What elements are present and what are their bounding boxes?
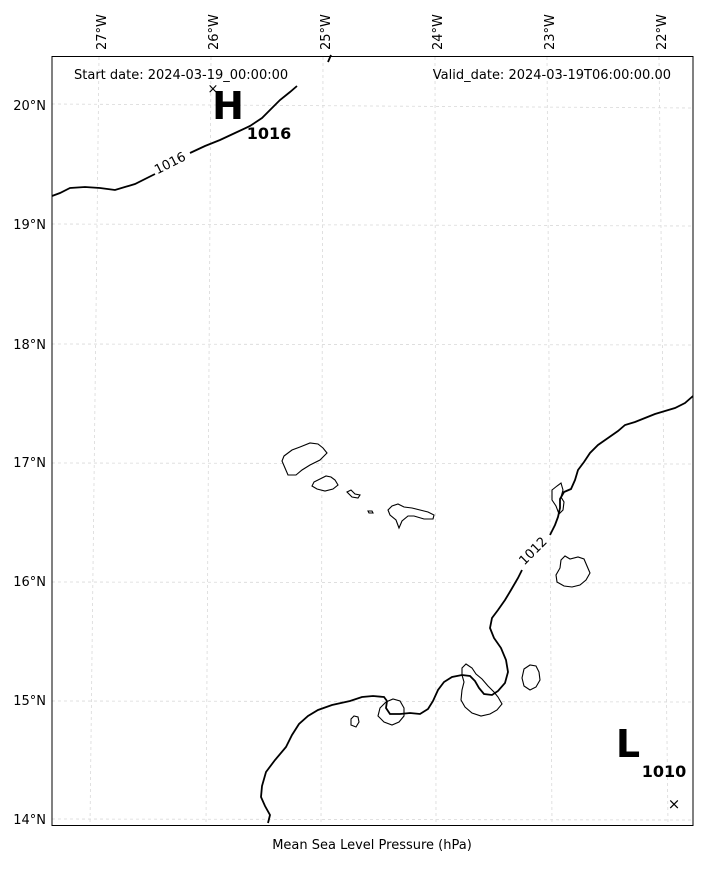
island-boa-vista <box>555 555 591 588</box>
high-center-marker: × <box>208 82 219 97</box>
lon-label-26w: 26°W <box>207 14 222 50</box>
grid-lat-19 <box>51 223 694 227</box>
island-brava <box>350 715 360 728</box>
islands <box>281 442 591 728</box>
lon-label-25w: 25°W <box>319 14 334 50</box>
grid-lat-17 <box>51 462 694 465</box>
grid-lat-14 <box>51 818 694 821</box>
grid-lon-23 <box>546 56 553 826</box>
lat-label-16n: 16°N <box>13 575 46 590</box>
valid-date-label: Valid_date: 2024-03-19T06:00:00.00 <box>433 68 671 83</box>
island-maio <box>521 664 541 691</box>
grid-lon-24 <box>434 56 437 826</box>
grid-lon-26 <box>205 56 212 826</box>
island-ilheu-raso <box>367 510 374 514</box>
island-santo-antao <box>281 442 328 476</box>
island-sao-vicente <box>311 475 339 492</box>
lat-label-14n: 14°N <box>13 813 46 828</box>
low-center-value: 1010 <box>642 762 687 781</box>
gridlines <box>51 56 694 826</box>
lat-label-19n: 19°N <box>13 218 46 233</box>
map-frame <box>51 56 694 826</box>
island-sal <box>551 482 565 515</box>
latitude-labels: 20°N 19°N 18°N 17°N 16°N 15°N 14°N <box>13 99 46 828</box>
lon-label-22w: 22°W <box>655 14 670 50</box>
pressure-center-low: L 1010 × <box>616 722 686 813</box>
high-center-value: 1016 <box>247 124 292 143</box>
grid-lat-20 <box>51 103 694 109</box>
lat-label-17n: 17°N <box>13 456 46 471</box>
start-date-label: Start date: 2024-03-19_00:00:00 <box>74 68 288 83</box>
island-fogo <box>377 698 405 726</box>
longitude-labels: 27°W 26°W 25°W 24°W 23°W 22°W <box>95 14 670 50</box>
lat-label-20n: 20°N <box>13 99 46 114</box>
isobar-label-1012: 1012 <box>517 535 551 569</box>
grid-lat-15 <box>51 700 694 703</box>
grid-lon-25 <box>320 56 324 826</box>
grid-lon-27 <box>89 56 100 826</box>
pressure-center-high: × H 1016 <box>208 82 292 143</box>
island-sao-nicolau <box>387 503 435 530</box>
isobar-1012-line <box>260 395 694 824</box>
isobar-labels: 1016 1012 <box>152 150 550 569</box>
lat-label-18n: 18°N <box>13 338 46 353</box>
high-center-letter: H <box>212 84 244 128</box>
isobars <box>51 54 694 824</box>
island-santa-luzia <box>346 489 361 499</box>
x-axis-label: Mean Sea Level Pressure (hPa) <box>272 838 472 853</box>
grid-lat-16 <box>51 581 694 584</box>
grid-lon-22 <box>658 56 669 826</box>
isobar-label-1016: 1016 <box>152 150 188 178</box>
lon-label-24w: 24°W <box>431 14 446 50</box>
grid-lat-18 <box>51 343 694 346</box>
lon-label-27w: 27°W <box>95 14 110 50</box>
lat-label-15n: 15°N <box>13 694 46 709</box>
lon-label-23w: 23°W <box>543 14 558 50</box>
low-center-marker: × <box>668 795 681 813</box>
low-center-letter: L <box>616 722 640 766</box>
isobar-1016-line <box>51 85 298 197</box>
